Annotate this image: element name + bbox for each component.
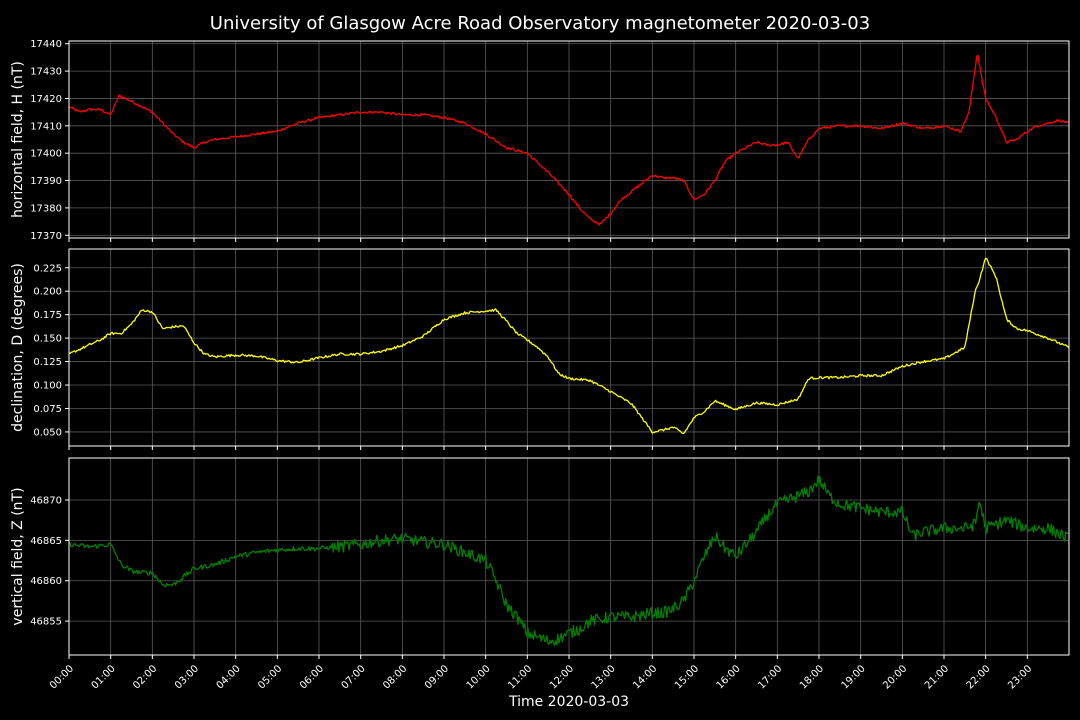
y-tick-label: 17430	[30, 67, 62, 78]
y-tick-label: 0.100	[33, 381, 62, 392]
series-line	[68, 54, 1070, 226]
y-tick-label: 17390	[30, 176, 62, 187]
y-tick-label: 17420	[30, 94, 62, 105]
x-tick-label: 20:00	[881, 663, 909, 691]
x-tick-label: 09:00	[423, 663, 451, 691]
y-tick-label: 0.150	[33, 334, 62, 345]
x-tick-label: 11:00	[506, 663, 534, 691]
y-axis-label: vertical field, Z (nT)	[10, 487, 26, 625]
x-axis-label: Time 2020-03-03	[508, 694, 629, 710]
y-tick-label: 17410	[30, 121, 62, 132]
panel-3: 46855 46860 46865 46870 vertical field, Z (n…	[10, 457, 1070, 691]
x-tick-label: 06:00	[298, 663, 326, 691]
y-tick-label: 0.225	[33, 263, 62, 274]
x-tick-label: 01:00	[90, 663, 118, 691]
y-tick-label: 46860	[30, 576, 62, 587]
y-tick-label: 0.125	[33, 357, 62, 368]
x-tick-label: 22:00	[965, 663, 993, 691]
chart-title: University of Glasgow Acre Road Observat…	[210, 13, 870, 34]
x-tick-label: 07:00	[340, 663, 368, 691]
x-tick-label: 00:00	[48, 663, 76, 691]
y-tick-label: 17370	[30, 231, 62, 242]
x-tick-label: 03:00	[173, 663, 201, 691]
x-tick-label: 10:00	[465, 663, 493, 691]
y-tick-label: 17440	[30, 39, 62, 50]
x-tick-label: 04:00	[215, 663, 243, 691]
panel-1: 17370 17380 17390 17400 17410 17420 17430 17440…	[10, 39, 1070, 242]
x-tick-label: 23:00	[1006, 663, 1034, 691]
x-tick-label: 12:00	[548, 663, 576, 691]
y-tick-label: 0.050	[33, 427, 62, 438]
series-line	[68, 475, 1070, 646]
x-tick-label: 08:00	[381, 663, 409, 691]
x-tick-label: 16:00	[715, 663, 743, 691]
x-tick-label: 17:00	[756, 663, 784, 691]
y-tick-label: 46865	[30, 536, 62, 547]
x-tick-label: 19:00	[840, 663, 868, 691]
panel-2: 0.050 0.075 0.100 0.125 0.150 0.175 0.200 0.225…	[10, 248, 1070, 450]
y-tick-label: 0.200	[33, 287, 62, 298]
x-tick-label: 13:00	[590, 663, 618, 691]
y-tick-label: 46855	[30, 617, 62, 628]
x-tick-label: 14:00	[631, 663, 659, 691]
x-tick-label: 15:00	[673, 663, 701, 691]
y-tick-label: 46870	[30, 495, 62, 506]
x-tick-label: 05:00	[256, 663, 284, 691]
series-line	[68, 257, 1070, 435]
y-tick-label: 0.175	[33, 310, 62, 321]
y-axis-label: declination, D (degrees)	[10, 263, 26, 432]
y-axis-label: horizontal field, H (nT)	[10, 61, 26, 218]
y-tick-label: 17380	[30, 203, 62, 214]
x-tick-label: 18:00	[798, 663, 826, 691]
x-tick-label: 02:00	[131, 663, 159, 691]
y-tick-label: 17400	[30, 149, 62, 160]
y-tick-label: 0.075	[33, 404, 62, 415]
x-tick-label: 21:00	[923, 663, 951, 691]
